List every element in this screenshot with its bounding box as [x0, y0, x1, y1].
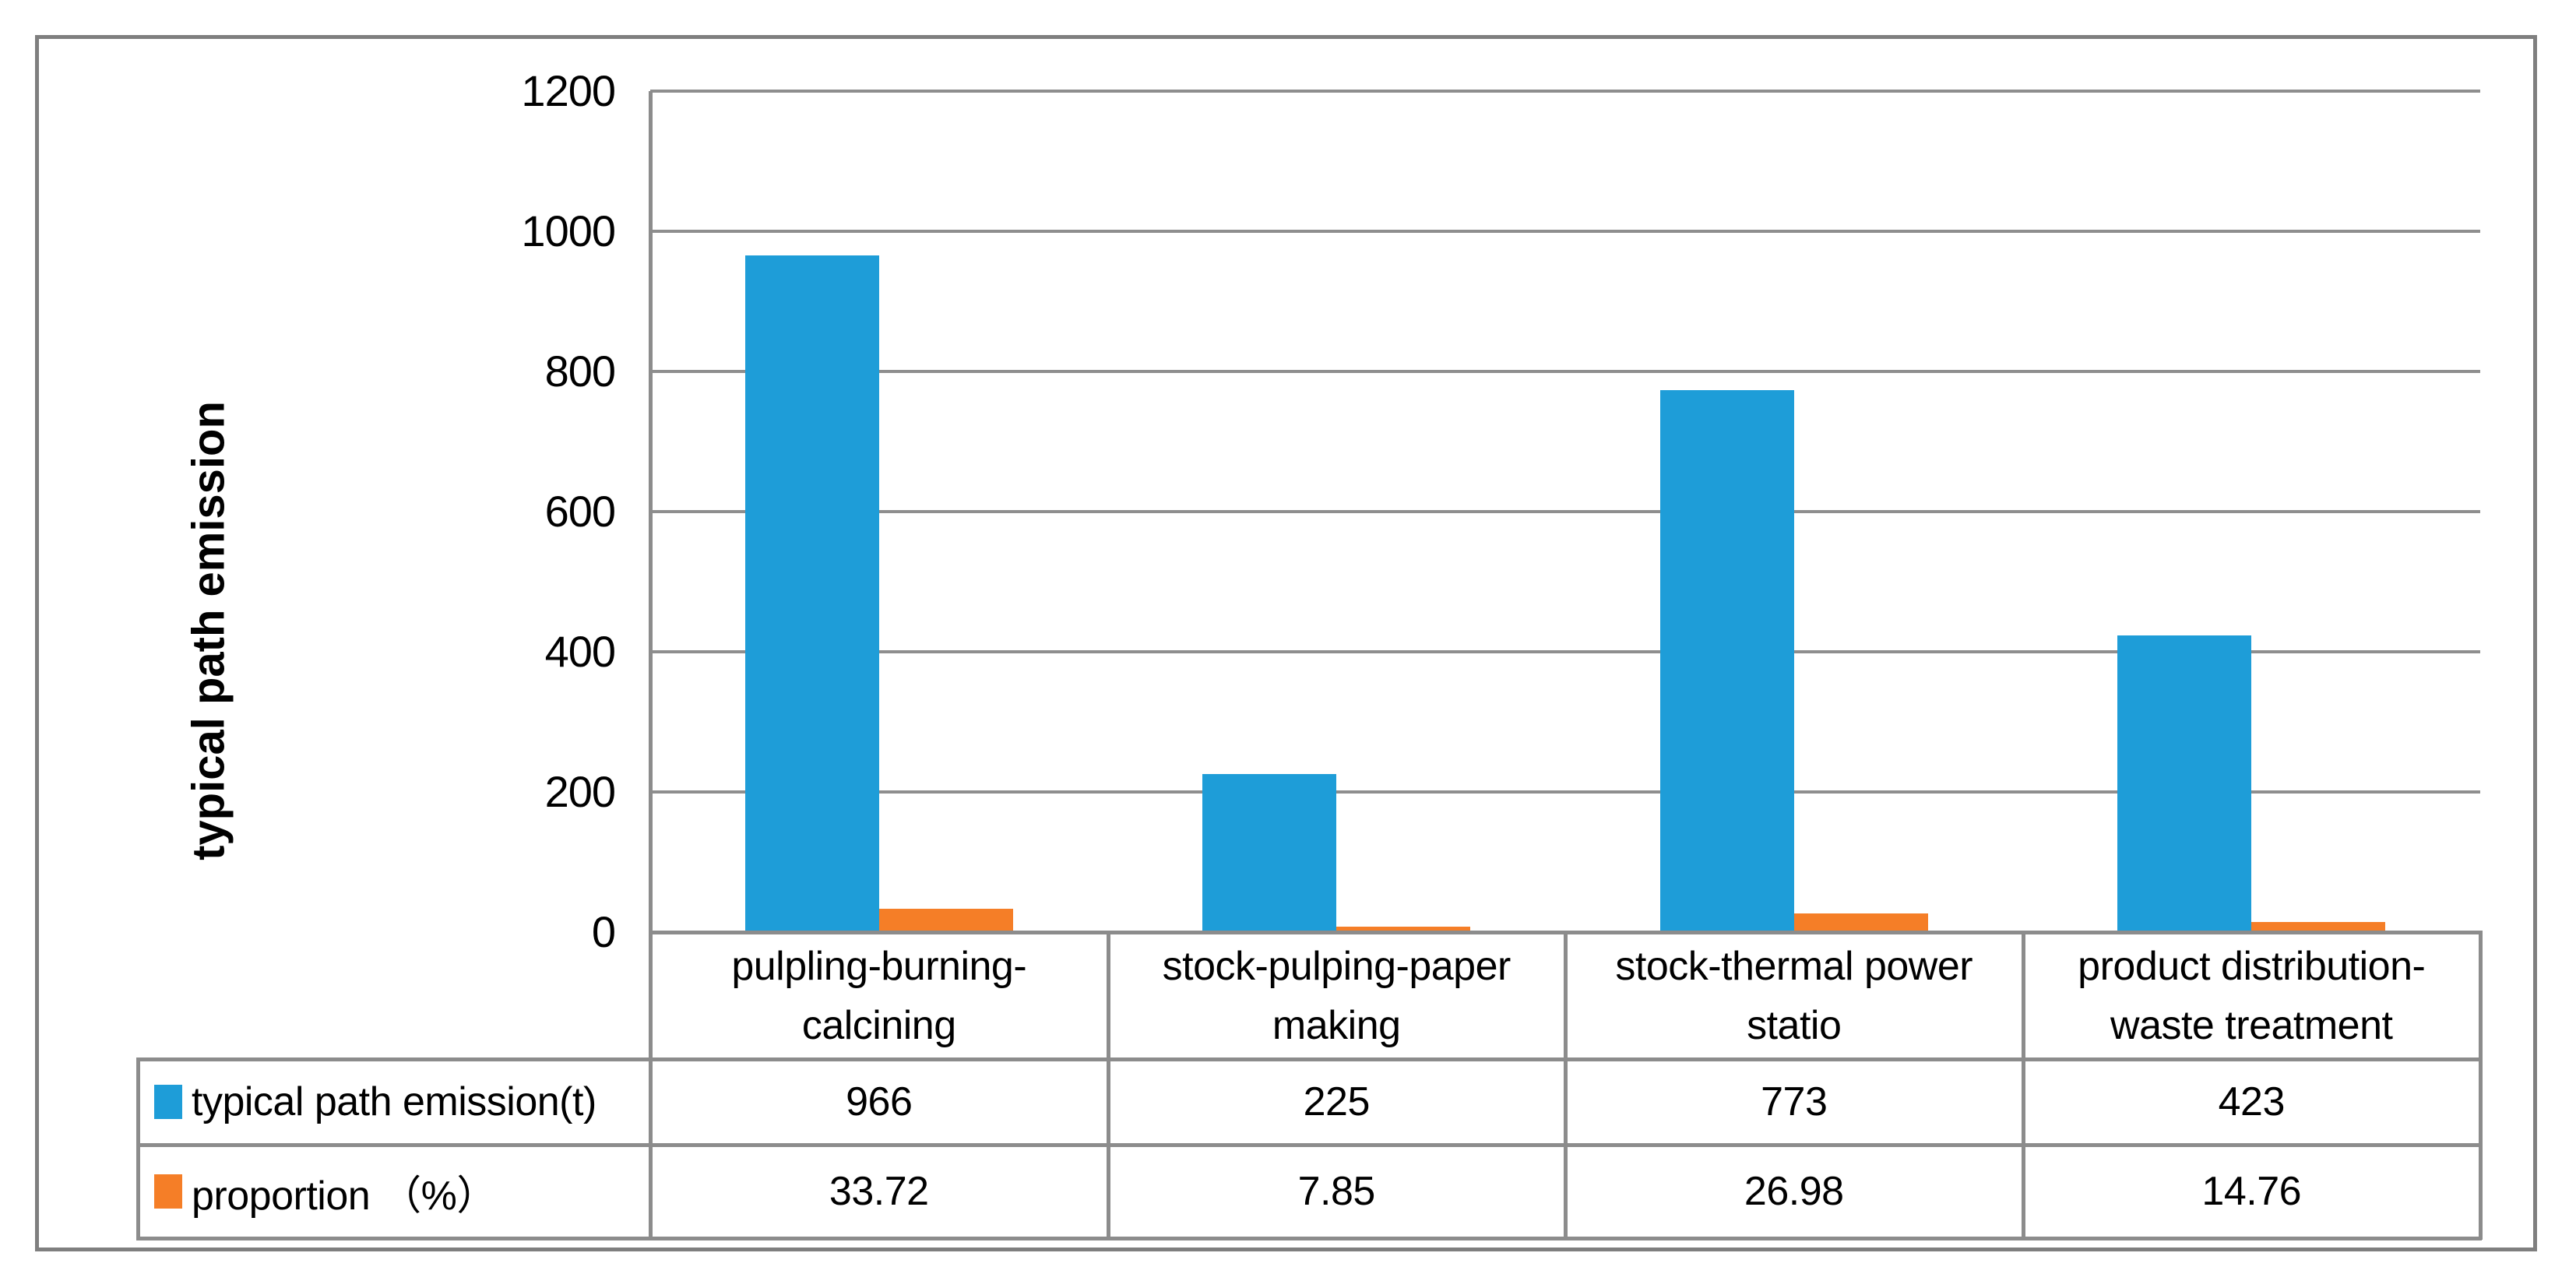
- table-value-cell: 225: [1303, 1079, 1371, 1124]
- table-category-cell: stock-pulping-paper making: [1162, 943, 1511, 1048]
- gridline: [650, 370, 2480, 373]
- plot-area: [650, 90, 2480, 932]
- table-legend-cell: proportion （%）: [140, 1147, 648, 1236]
- y-tick-label: 0: [591, 907, 616, 956]
- table-category-cell: stock-thermal power statio: [1615, 943, 1973, 1048]
- gridline: [650, 790, 2480, 794]
- table-border-line: [136, 1057, 140, 1240]
- legend-label: typical path emission(t): [192, 1079, 596, 1124]
- figure-border: [35, 35, 2537, 1251]
- table-value-cell: 14.76: [2201, 1169, 2302, 1214]
- bar-proportion: [878, 909, 1013, 932]
- table-legend-cell: typical path emission(t): [140, 1061, 648, 1142]
- table-border-line: [1564, 931, 1568, 1240]
- table-border-line: [136, 1057, 2482, 1061]
- y-axis-line: [649, 91, 653, 932]
- table-value-cell: 33.72: [829, 1169, 929, 1214]
- table-category-cell: product distribution- waste treatment: [2078, 943, 2426, 1048]
- y-axis-title: typical path emission: [183, 401, 234, 860]
- table-value-cell: 26.98: [1744, 1169, 1844, 1214]
- bar-typical-path-emission: [1659, 390, 1794, 932]
- gridline: [650, 90, 2480, 93]
- legend-key-emission-icon: [154, 1085, 182, 1119]
- legend-label: proportion （%）: [192, 1173, 497, 1219]
- bar-typical-path-emission: [1202, 774, 1337, 932]
- bar-proportion: [1793, 913, 1928, 932]
- y-tick-label: 1000: [521, 206, 616, 255]
- table-border-line: [136, 1237, 2482, 1240]
- gridline: [650, 230, 2480, 233]
- bar-typical-path-emission: [2117, 635, 2252, 932]
- bar-proportion: [1336, 927, 1471, 932]
- gridline: [650, 510, 2480, 513]
- table-border-line: [2021, 931, 2025, 1240]
- table-border-line: [649, 931, 653, 1240]
- y-tick-label: 1200: [521, 66, 616, 115]
- gridline: [650, 650, 2480, 653]
- table-category-cell: pulpling-burning- calcining: [731, 943, 1027, 1048]
- table-border-line: [136, 1143, 2482, 1147]
- y-tick-label: 400: [544, 627, 616, 676]
- y-tick-label: 800: [544, 347, 616, 396]
- bar-typical-path-emission: [744, 255, 879, 932]
- y-tick-label: 200: [544, 767, 616, 816]
- table-border-line: [2479, 931, 2483, 1240]
- bar-proportion: [2251, 922, 2386, 932]
- table-value-cell: 966: [846, 1079, 913, 1124]
- y-tick-label: 600: [544, 487, 616, 536]
- legend-key-proportion-icon: [154, 1174, 182, 1209]
- table-value-cell: 7.85: [1297, 1169, 1376, 1214]
- table-value-cell: 773: [1761, 1079, 1828, 1124]
- table-value-cell: 423: [2218, 1079, 2286, 1124]
- table-border-line: [1106, 931, 1110, 1240]
